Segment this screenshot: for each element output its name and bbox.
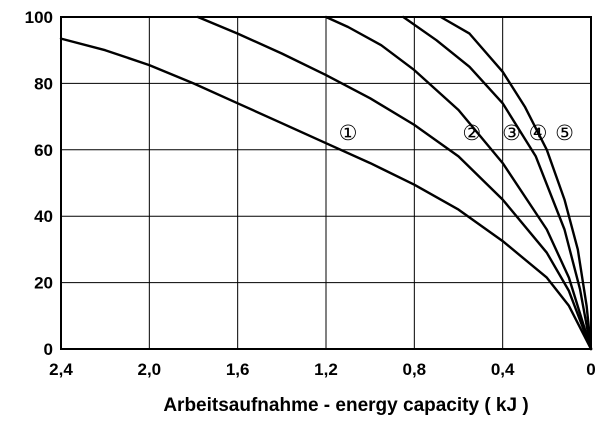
x-tick-label: 0,8 [403,360,427,379]
y-tick-label: 100 [25,8,53,27]
y-tick-label: 60 [34,141,53,160]
x-axis-title: Arbeitsaufnahme - energy capacity ( kJ ) [163,395,528,416]
x-tick-label: 0 [586,360,595,379]
series-line-3 [324,15,593,351]
chart-grid [60,16,592,350]
x-axis-ticks: 2,4 2,0 1,6 1,2 0,8 0,4 0 [49,360,595,379]
series-marker-label-1: ① [339,121,358,145]
plot-frame [60,16,592,350]
series-marker-label-4: ④ [529,121,548,145]
x-tick-label: 2,0 [138,360,162,379]
y-tick-label: 20 [34,274,53,293]
chart-series-group [59,15,593,351]
series-line-2 [196,15,593,351]
x-tick-label: 0,4 [491,360,515,379]
y-tick-label: 40 [34,207,53,226]
x-tick-label: 1,6 [226,360,250,379]
y-axis-ticks: 0 20 40 60 80 100 [25,8,53,359]
x-tick-label: 1,2 [314,360,338,379]
series-line-5 [439,15,593,351]
series-marker-label-2: ② [462,121,481,145]
y-tick-label: 0 [44,340,53,359]
x-tick-label: 2,4 [49,360,73,379]
series-marker-label-5: ⑤ [555,121,574,145]
y-tick-label: 80 [34,74,53,93]
series-line-4 [402,15,593,351]
series-marker-label-3: ③ [502,121,521,145]
series-line-1 [59,37,593,351]
